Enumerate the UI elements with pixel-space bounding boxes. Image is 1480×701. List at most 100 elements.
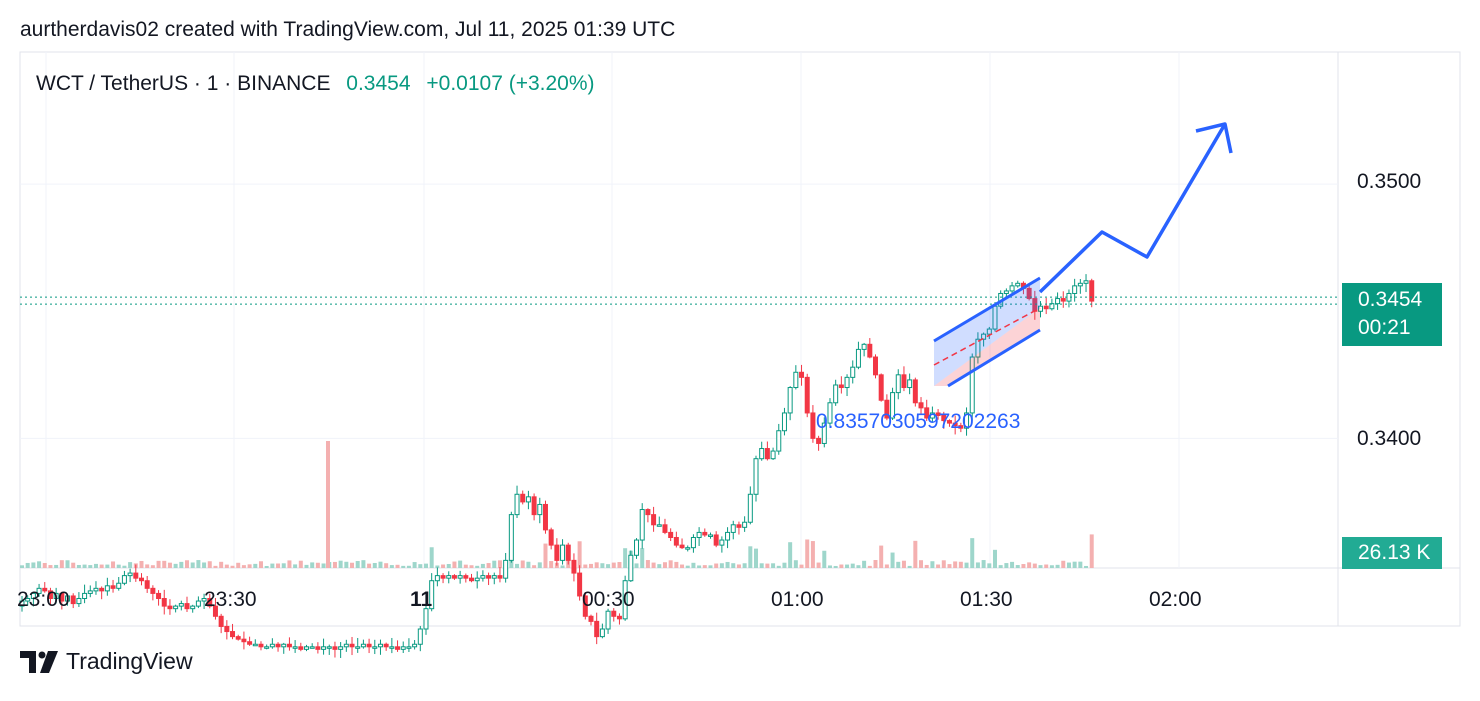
volume-bar — [441, 564, 446, 568]
volume-bar — [668, 560, 673, 568]
volume-bar — [901, 560, 906, 568]
candle-body — [144, 580, 150, 589]
candle-body — [651, 514, 657, 526]
volume-bar — [207, 561, 212, 568]
volume-bar — [435, 565, 440, 568]
x-tick-label: 01:30 — [960, 588, 1013, 611]
volume-bar — [941, 560, 946, 568]
volume-bar — [105, 564, 110, 568]
candle-body — [65, 595, 71, 602]
volume-bar — [640, 548, 645, 568]
candle-body — [599, 628, 605, 638]
volume-bar — [1015, 565, 1020, 568]
candle-body — [138, 577, 144, 582]
candle-body — [668, 531, 674, 538]
candle-body — [1038, 305, 1044, 312]
candle-body — [742, 521, 748, 528]
volume-bar — [241, 565, 246, 568]
candle-body — [286, 643, 292, 648]
volume-bar — [691, 562, 696, 568]
candle-body — [799, 371, 805, 378]
candle-body — [907, 379, 913, 389]
volume-bar — [122, 565, 127, 568]
candle-body — [895, 374, 901, 394]
candle-body — [372, 646, 378, 649]
volume-bar — [873, 560, 878, 568]
volume-bar — [919, 560, 924, 568]
candle-body — [952, 422, 958, 427]
candle-body — [116, 582, 122, 589]
volume-bar — [685, 565, 690, 568]
volume-bar — [31, 562, 36, 568]
volume-bar — [645, 560, 650, 568]
volume-bar — [515, 563, 520, 568]
candle-body — [275, 643, 281, 648]
volume-bar — [48, 565, 53, 568]
volume-bar — [315, 562, 320, 568]
candle-body — [190, 605, 196, 610]
candle-body — [531, 496, 537, 516]
candle-body — [577, 572, 583, 597]
pattern-annotation[interactable]: 0.8357030597202263 — [816, 410, 1021, 433]
candle-body — [986, 328, 992, 335]
candle-body — [434, 575, 440, 582]
candle-body — [616, 615, 622, 620]
candle-body — [326, 646, 332, 649]
volume-bar — [37, 561, 42, 568]
candle-body — [36, 587, 42, 594]
volume-bar — [936, 564, 941, 568]
candle-body — [690, 536, 696, 549]
volume-bar — [378, 561, 383, 568]
volume-bar — [298, 560, 303, 568]
volume-bar — [1066, 562, 1071, 568]
volume-bar — [1084, 565, 1089, 568]
candle-body — [924, 407, 930, 419]
volume-bar — [401, 565, 406, 568]
volume-bar — [560, 565, 565, 568]
volume-bar — [754, 548, 759, 568]
candle-body — [121, 575, 127, 584]
volume-bar — [520, 560, 525, 568]
candle-body — [679, 544, 685, 549]
last-price-tag: 0.3454 00:21 — [1342, 283, 1442, 346]
volume-bar — [1078, 561, 1083, 568]
volume-bar — [367, 563, 372, 568]
volume-bar — [418, 564, 423, 568]
volume-bar — [224, 564, 229, 568]
volume-bar — [623, 548, 628, 568]
volume-bar — [549, 561, 554, 568]
volume-bar — [702, 565, 707, 568]
volume-bar — [992, 549, 997, 568]
x-tick-label: 02:00 — [1149, 588, 1202, 611]
candle-body — [645, 509, 651, 516]
candle-body — [884, 399, 890, 419]
volume-bar — [799, 564, 804, 568]
footer-brand[interactable]: TradingView — [20, 648, 193, 675]
volume-bar — [896, 561, 901, 568]
candle-body — [1072, 285, 1078, 294]
volume-bar — [355, 561, 360, 568]
volume-bar — [88, 565, 93, 568]
candle-body — [781, 412, 787, 432]
volume-bar — [526, 561, 531, 568]
candle-body — [247, 641, 253, 645]
candle-body — [736, 524, 742, 528]
volume-bar — [350, 562, 355, 568]
volume-bar — [970, 538, 975, 568]
candle-body — [702, 531, 708, 536]
candle-body — [946, 420, 952, 424]
volume-bar — [1021, 564, 1026, 568]
volume-bar — [384, 563, 389, 568]
volume-bar — [816, 562, 821, 568]
volume-bar — [287, 560, 292, 568]
candle-body — [912, 379, 918, 404]
volume-bar — [310, 562, 315, 568]
candle-body — [685, 547, 691, 550]
candle-body — [525, 496, 531, 503]
volume-bar — [543, 543, 548, 568]
candle-body — [890, 392, 896, 419]
candle-body — [104, 585, 110, 592]
candle-body — [212, 605, 218, 617]
